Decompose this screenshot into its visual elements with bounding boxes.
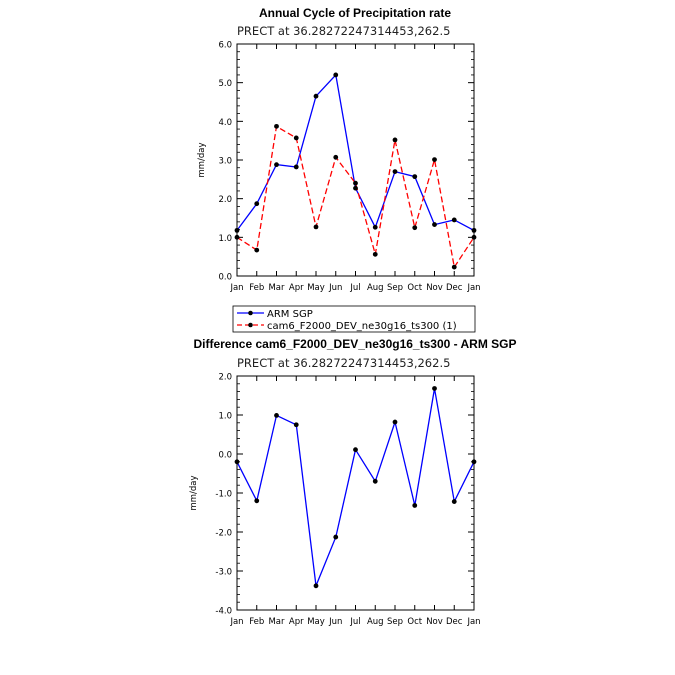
y-axis-label: mm/day <box>189 475 199 510</box>
plot-area: Jan Feb Mar Apr May Jun Jul Aug Sep Oct Nov Dec Jan-… <box>215 373 480 628</box>
x-tick-label: Aug <box>367 617 384 627</box>
y-tick-label: 2.0 <box>218 195 232 205</box>
y-tick-label: 5.0 <box>218 79 232 89</box>
y-tick-label: 4.0 <box>218 118 232 128</box>
legend-box <box>232 305 476 333</box>
series-1-point <box>353 180 358 186</box>
y-tick-label: -2.0 <box>215 529 232 539</box>
y-tick-label: 3.0 <box>218 157 232 167</box>
y-tick-label: -4.0 <box>215 607 232 617</box>
series-1-point <box>451 264 457 270</box>
x-tick-label: May <box>307 283 325 293</box>
series-0-point <box>372 478 378 484</box>
x-tick-label: Jul <box>349 617 360 627</box>
series-1-point <box>313 224 319 230</box>
chart-subtitle: PRECT at 36.28272247314453,262.5 <box>237 24 450 38</box>
legend: ARM SGP cam6_F2000_DEV_ne30g16_ts300 (1) <box>232 305 476 333</box>
x-tick-label: Mar <box>268 617 285 627</box>
x-tick-label: Jan <box>466 283 480 293</box>
legend-marker-cam6 <box>248 322 253 328</box>
series-1-point <box>274 123 279 129</box>
series-1-point <box>412 225 418 231</box>
series-0-point <box>274 412 279 418</box>
chart-subtitle: PRECT at 36.28272247314453,262.5 <box>237 356 450 370</box>
series-1-point <box>234 234 240 240</box>
chart-title: Annual Cycle of Precipitation rate <box>259 6 451 20</box>
series-1-point <box>471 234 477 240</box>
series-0-point <box>234 459 240 465</box>
series-0-point <box>432 386 437 391</box>
x-tick-label: Dec <box>446 617 463 627</box>
x-tick-label: Sep <box>387 283 403 293</box>
series-0-point <box>333 72 339 78</box>
x-tick-label: Jul <box>349 283 360 293</box>
y-tick-label: 0.0 <box>218 273 232 283</box>
y-tick-label: 2.0 <box>218 373 232 383</box>
difference-chart: Difference cam6_F2000_DEV_ne30g16_ts300 … <box>189 337 517 627</box>
series-0-point <box>293 422 299 428</box>
x-tick-label: Jan <box>229 617 243 627</box>
x-tick-label: May <box>307 617 325 627</box>
series-0-point <box>471 459 477 465</box>
x-tick-label: Feb <box>249 283 264 293</box>
x-tick-label: Jun <box>328 283 342 293</box>
x-tick-label: Jan <box>229 283 243 293</box>
legend-marker-arm <box>248 310 253 316</box>
legend-label-arm: ARM SGP <box>267 309 313 320</box>
x-tick-label: Nov <box>426 283 443 293</box>
series-0-point <box>451 217 457 223</box>
series-0-point <box>274 162 279 168</box>
y-tick-label: 0.0 <box>218 451 232 461</box>
x-tick-label: Oct <box>407 617 422 627</box>
series-1-point <box>333 154 339 160</box>
x-tick-label: Jan <box>466 617 480 627</box>
series-1-point <box>392 137 398 143</box>
series-1-point <box>372 251 378 257</box>
series-0-point <box>254 201 260 207</box>
series-0-point <box>313 93 319 99</box>
legend-label-cam6: cam6_F2000_DEV_ne30g16_ts300 (1) <box>267 321 457 332</box>
series-1-point <box>293 135 299 141</box>
y-tick-label: -3.0 <box>215 568 232 578</box>
y-tick-label: 6.0 <box>218 41 232 51</box>
x-tick-label: Mar <box>268 283 285 293</box>
x-tick-label: Aug <box>367 283 384 293</box>
x-tick-label: Apr <box>289 617 304 627</box>
series-0-point <box>293 164 299 170</box>
series-0-point <box>372 224 378 230</box>
series-0-point <box>234 227 240 233</box>
series-1-point <box>254 247 260 253</box>
x-tick-label: Sep <box>387 617 403 627</box>
x-tick-label: Nov <box>426 617 443 627</box>
series-0-point <box>313 583 319 589</box>
series-1-point <box>432 157 437 163</box>
series-0-point <box>432 222 437 227</box>
series-0-point <box>353 185 358 191</box>
y-tick-label: 1.0 <box>218 234 232 244</box>
y-axis-label: mm/day <box>197 142 207 177</box>
series-0-point <box>451 499 457 504</box>
x-tick-label: Jun <box>328 617 342 627</box>
y-tick-label: -1.0 <box>215 490 232 500</box>
series-0-point <box>392 419 398 425</box>
plot-area: Jan Feb Mar Apr May Jun Jul Aug Sep Oct Nov Dec Jan0… <box>218 41 480 294</box>
y-tick-label: 1.0 <box>218 412 232 422</box>
x-tick-label: Feb <box>249 617 264 627</box>
series-0-point <box>471 227 477 233</box>
series-0-point <box>333 534 339 540</box>
series-0-point <box>254 498 260 504</box>
series-0-point <box>392 169 398 175</box>
x-tick-label: Oct <box>407 283 422 293</box>
series-0-point <box>412 503 418 508</box>
series-0-point <box>412 174 418 180</box>
x-tick-label: Apr <box>289 283 304 293</box>
annual-cycle-chart: Annual Cycle of Precipitation rate PRECT… <box>197 6 481 293</box>
series-0-point <box>353 447 358 453</box>
x-tick-label: Dec <box>446 283 463 293</box>
chart-title: Difference cam6_F2000_DEV_ne30g16_ts300 … <box>193 337 516 351</box>
